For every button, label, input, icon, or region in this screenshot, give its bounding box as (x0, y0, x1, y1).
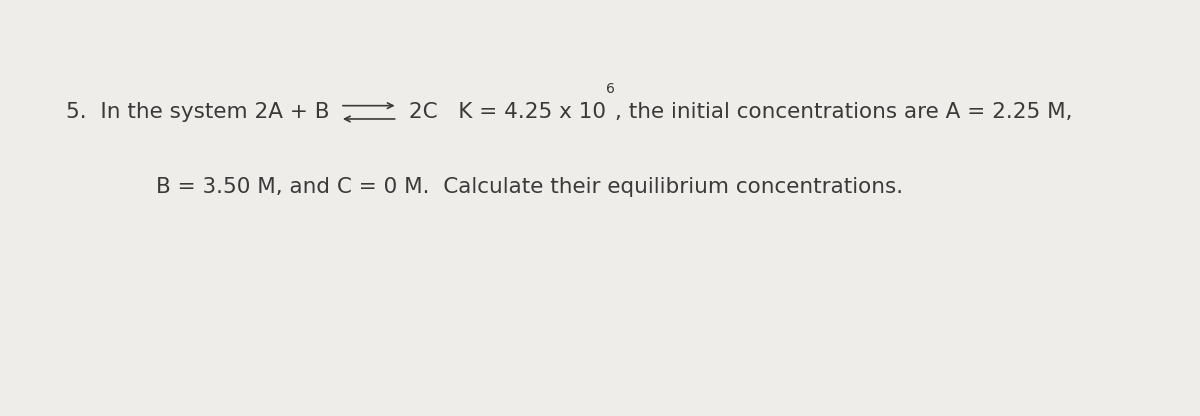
Text: 2C   K = 4.25 x 10: 2C K = 4.25 x 10 (402, 102, 606, 122)
Text: 5.  In the system 2A + B: 5. In the system 2A + B (66, 102, 336, 122)
Text: , the initial concentrations are A = 2.25 M,: , the initial concentrations are A = 2.2… (616, 102, 1073, 122)
Text: B = 3.50 M, and C = 0 M.  Calculate their equilibrium concentrations.: B = 3.50 M, and C = 0 M. Calculate their… (156, 177, 904, 197)
Text: 6: 6 (606, 82, 616, 97)
